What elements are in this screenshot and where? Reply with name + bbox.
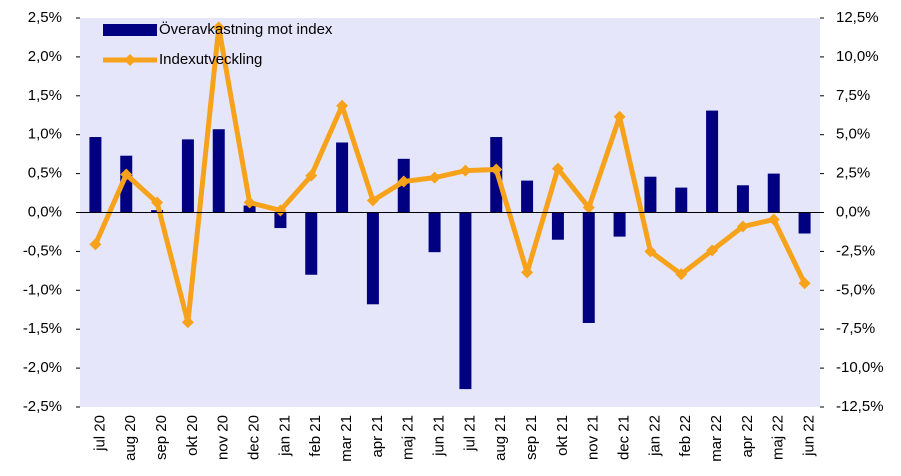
line-marker	[798, 277, 811, 290]
x-tick-label: jan 21	[276, 415, 293, 457]
line-marker	[181, 316, 194, 329]
y-tick-label: 0,5%	[28, 165, 62, 182]
y-tick-label: -1,5%	[23, 320, 62, 337]
legend-label: Indexutveckling	[159, 51, 262, 68]
y2-tick-label: 10,0%	[836, 48, 879, 65]
x-tick-label: sep 21	[523, 415, 540, 460]
line-marker	[274, 204, 287, 217]
line-marker	[336, 99, 349, 112]
x-tick-label: apr 21	[369, 415, 386, 458]
x-tick-label: mar 21	[338, 415, 355, 462]
line-marker	[521, 266, 534, 279]
bar	[798, 212, 811, 234]
legend-label: Överavkastning mot index	[159, 20, 333, 38]
y2-tick-label: 5,0%	[836, 126, 870, 143]
x-tick-label: apr 22	[739, 415, 756, 458]
x-tick-label: jul 20	[91, 415, 108, 452]
bar	[767, 173, 780, 213]
line-marker	[675, 268, 688, 281]
line-marker	[551, 162, 564, 175]
line-marker	[582, 201, 595, 214]
x-tick-label: maj 22	[770, 415, 787, 460]
bar	[736, 185, 749, 213]
y2-tick-label: -7,5%	[836, 320, 875, 337]
x-tick-label: okt 20	[184, 415, 201, 456]
line-marker	[490, 163, 503, 176]
bar	[582, 212, 595, 323]
x-tick-label: maj 21	[400, 415, 417, 460]
y-tick-label: -2,5%	[23, 398, 62, 415]
line-marker	[767, 213, 780, 226]
line-marker	[428, 171, 441, 184]
line	[93, 24, 807, 325]
line-marker	[151, 196, 164, 209]
legend-marker	[124, 54, 136, 66]
y2-tick-label: 7,5%	[836, 87, 870, 104]
line-marker	[212, 21, 225, 34]
y2-tick-label: -10,0%	[836, 359, 884, 376]
bar	[274, 212, 287, 229]
x-tick-label: jan 22	[646, 415, 663, 457]
bar	[120, 155, 133, 213]
y2-tick-label: -12,5%	[836, 398, 884, 415]
bar	[181, 139, 194, 213]
y-tick-label: 0,0%	[28, 203, 62, 220]
x-tick-label: nov 21	[585, 415, 602, 460]
y2-tick-label: 0,0%	[836, 203, 870, 220]
line-marker	[706, 244, 719, 257]
bar	[613, 212, 626, 237]
bar	[706, 110, 719, 213]
y2-tick-label: 2,5%	[836, 165, 870, 182]
line-marker	[644, 245, 657, 258]
y2-tick-label: -5,0%	[836, 281, 875, 298]
line-marker	[305, 169, 318, 182]
x-tick-label: aug 20	[122, 415, 139, 461]
y-tick-label: -1,0%	[23, 281, 62, 298]
line-marker	[736, 220, 749, 233]
x-tick-label: sep 20	[153, 415, 170, 460]
bar	[675, 187, 688, 213]
y-tick-label: 1,0%	[28, 126, 62, 143]
x-tick-label: okt 21	[554, 415, 571, 456]
x-tick-label: dec 21	[616, 415, 633, 460]
bar	[428, 212, 441, 253]
x-tick-label: jun 22	[801, 415, 818, 457]
line-marker	[397, 175, 410, 188]
x-tick-label: mar 22	[708, 415, 725, 462]
bar	[336, 142, 349, 213]
bar	[212, 129, 225, 213]
bar	[644, 176, 657, 213]
bar	[521, 180, 534, 213]
line-marker	[366, 194, 379, 207]
x-tick-label: feb 21	[307, 415, 324, 457]
y-tick-label: -0,5%	[23, 242, 62, 259]
x-tick-label: dec 20	[246, 415, 263, 460]
bar	[551, 212, 564, 240]
y-tick-label: 1,5%	[28, 87, 62, 104]
x-tick-label: feb 22	[677, 415, 694, 457]
bar	[243, 205, 256, 213]
x-tick-label: nov 20	[215, 415, 232, 460]
line-marker	[243, 196, 256, 209]
y-tick-label: -2,0%	[23, 359, 62, 376]
bar	[305, 212, 318, 275]
legend-swatch	[103, 24, 157, 36]
y2-tick-label: -2,5%	[836, 242, 875, 259]
x-tick-label: aug 21	[492, 415, 509, 461]
bar	[459, 212, 472, 390]
bar	[89, 137, 102, 213]
x-tick-label: jun 21	[431, 415, 448, 457]
y-tick-label: 2,5%	[28, 9, 62, 26]
x-tick-label: jul 21	[461, 415, 478, 452]
y-tick-label: 2,0%	[28, 48, 62, 65]
line-marker	[120, 168, 133, 181]
y2-tick-label: 12,5%	[836, 9, 879, 26]
bar	[366, 212, 379, 305]
line-marker	[613, 110, 626, 123]
line-marker	[459, 164, 472, 177]
line-marker	[89, 238, 102, 251]
